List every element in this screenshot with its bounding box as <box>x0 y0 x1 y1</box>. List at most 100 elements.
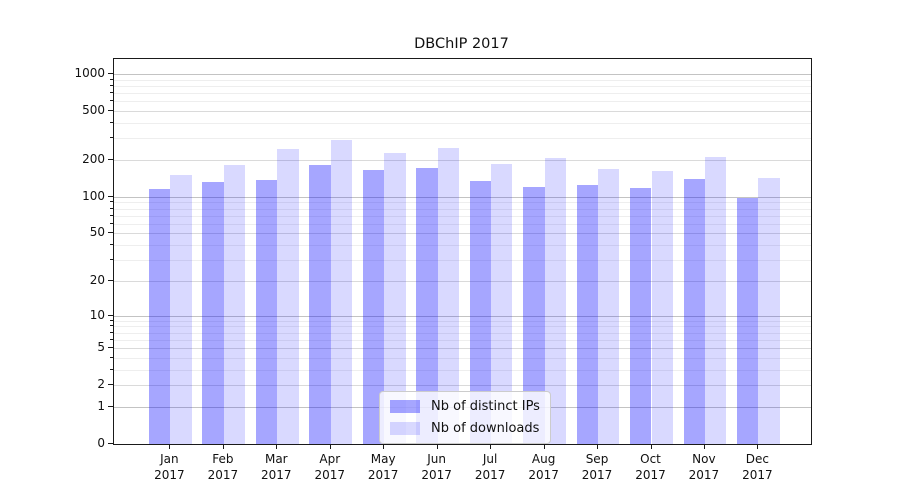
x-tick-label-sep: Sep 2017 <box>565 451 629 483</box>
bar-downloads-apr <box>330 140 353 444</box>
gridline-800 <box>114 85 811 87</box>
gridline-20 <box>114 280 811 282</box>
y-minortick-400 <box>110 122 113 123</box>
chart-title: DBChIP 2017 <box>414 36 509 52</box>
gridline-5 <box>114 348 811 349</box>
y-tick-100 <box>108 195 113 197</box>
legend-swatch-ips <box>390 400 420 413</box>
bar-ips-mar <box>255 180 278 444</box>
x-tick-label-feb: Feb 2017 <box>191 451 255 483</box>
x-tick-year: 2017 <box>528 468 559 482</box>
x-tick-year: 2017 <box>367 468 399 482</box>
bar-downloads-may <box>384 153 406 444</box>
y-minortick-600 <box>110 100 113 102</box>
bar-ips-jul <box>469 180 492 444</box>
x-tick-oct <box>650 444 652 449</box>
legend-row-downloads: Nb of downloads <box>390 421 540 436</box>
gridline-200 <box>114 160 811 161</box>
x-tick-year: 2017 <box>688 468 720 482</box>
x-tick-year: 2017 <box>742 468 773 482</box>
x-tick-month: Apr <box>319 452 341 466</box>
x-tick-year: 2017 <box>474 468 506 482</box>
gridline-80 <box>114 208 811 210</box>
y-minortick-3 <box>110 368 113 370</box>
x-tick-dec <box>757 444 759 449</box>
y-tick-label-5: 5 <box>97 340 105 354</box>
bar-ips-oct <box>630 188 652 444</box>
gridline-8 <box>114 326 811 328</box>
x-tick-month: Jun <box>427 452 446 466</box>
gridline-100 <box>114 196 811 198</box>
plot-area: Nb of distinct IPs Nb of downloads <box>113 58 812 445</box>
x-tick-month: Nov <box>692 452 716 466</box>
legend-label-downloads: Nb of downloads <box>431 421 540 436</box>
x-tick-may <box>383 444 385 449</box>
y-minortick-30 <box>110 259 113 261</box>
legend-row-ips: Nb of distinct IPs <box>390 399 540 414</box>
x-tick-month: Aug <box>531 452 556 466</box>
bar-ips-feb <box>202 182 224 444</box>
y-tick-label-500: 500 <box>82 103 105 118</box>
y-tick-label-50: 50 <box>89 225 105 240</box>
x-tick-month: Jul <box>482 452 498 466</box>
gridline-300 <box>114 138 811 140</box>
y-tick-label-100: 100 <box>82 188 105 203</box>
bar-ips-nov <box>683 179 705 444</box>
y-tick-5 <box>108 347 113 348</box>
bar-ips-aug <box>523 186 545 444</box>
gridline-70 <box>114 215 811 217</box>
y-minortick-90 <box>110 201 113 203</box>
gridline-400 <box>114 123 811 124</box>
x-tick-aug <box>543 444 545 449</box>
x-tick-label-may: May 2017 <box>351 451 415 483</box>
y-minortick-300 <box>110 137 113 139</box>
y-tick-0 <box>108 443 113 444</box>
x-tick-year: 2017 <box>207 468 239 482</box>
y-tick-500 <box>108 110 113 112</box>
x-tick-month: Sep <box>585 452 609 466</box>
y-tick-label-1000: 1000 <box>74 66 105 80</box>
x-tick-apr <box>329 444 331 449</box>
y-tick-label-1: 1 <box>97 398 105 413</box>
x-tick-label-nov: Nov 2017 <box>672 451 736 483</box>
y-tick-label-200: 200 <box>82 152 105 166</box>
x-tick-label-jun: Jun 2017 <box>405 451 469 483</box>
y-tick-label-0: 0 <box>97 436 105 450</box>
gridline-50 <box>114 233 811 235</box>
x-tick-month: Mar <box>264 452 288 466</box>
x-tick-label-dec: Dec 2017 <box>725 451 789 483</box>
x-tick-year: 2017 <box>261 468 292 482</box>
gridline-7 <box>114 332 811 334</box>
x-tick-year: 2017 <box>154 468 185 482</box>
gridline-700 <box>114 93 811 95</box>
x-tick-label-mar: Mar 2017 <box>244 451 308 483</box>
x-tick-month: Feb <box>212 452 234 466</box>
x-tick-nov <box>703 444 705 449</box>
y-minortick-40 <box>110 244 113 246</box>
x-tick-label-jan: Jan 2017 <box>137 451 201 483</box>
y-minortick-70 <box>110 214 113 216</box>
y-tick-1 <box>108 405 113 407</box>
bar-downloads-oct <box>651 170 673 444</box>
y-minortick-800 <box>110 84 113 86</box>
bar-downloads-jun <box>437 148 459 444</box>
bar-ips-jan <box>149 189 171 444</box>
x-tick-label-apr: Apr 2017 <box>298 451 362 483</box>
x-tick-label-jul: Jul 2017 <box>458 451 522 483</box>
bar-downloads-dec <box>758 177 780 444</box>
bar-ips-jun <box>416 167 438 444</box>
legend-swatch-downloads <box>390 422 420 435</box>
gridline-60 <box>114 223 811 225</box>
y-minortick-8 <box>110 325 113 327</box>
x-tick-feb <box>222 444 224 449</box>
y-tick-label-20: 20 <box>89 272 105 287</box>
y-tick-1000 <box>108 73 113 74</box>
x-tick-year: 2017 <box>421 468 452 482</box>
x-tick-jun <box>436 444 438 449</box>
y-tick-10 <box>108 314 113 316</box>
bar-downloads-sep <box>598 169 620 444</box>
x-tick-year: 2017 <box>581 468 613 482</box>
y-minortick-4 <box>110 356 113 358</box>
bar-ips-may <box>362 170 385 444</box>
